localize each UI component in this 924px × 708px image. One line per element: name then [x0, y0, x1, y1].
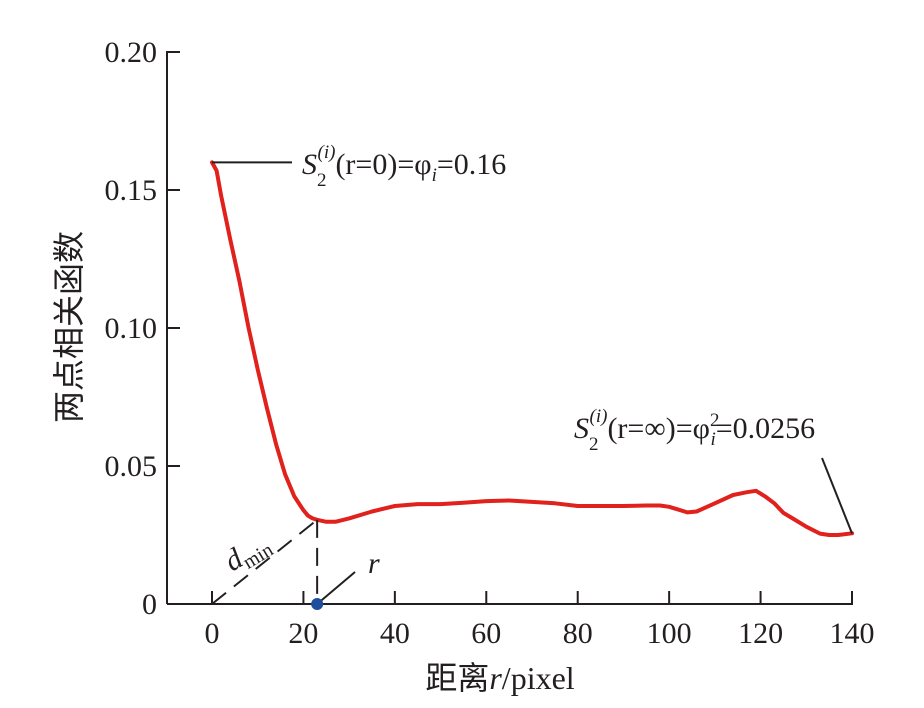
y-axis-title: 两点相关函数: [51, 231, 87, 423]
y-ticks: 0 0.05 0.10 0.15 0.20: [105, 36, 180, 621]
end-annotation-leader: [821, 457, 853, 534]
start-annotation: S2(i)(r=0)=φi=0.16: [302, 142, 506, 191]
r-marker-point: [311, 598, 324, 610]
dmin-dashed-line: [211, 519, 318, 605]
x-tick-label: 0: [205, 617, 220, 650]
x-tick-label: 20: [288, 617, 318, 650]
dmin-label: dmin: [219, 526, 278, 581]
x-tick-label: 140: [830, 617, 875, 650]
y-tick-label: 0.15: [105, 174, 158, 207]
r-marker-leader: [316, 571, 356, 605]
y-tick-label: 0.20: [105, 36, 158, 69]
x-tick-label: 40: [380, 617, 410, 650]
x-tick-label: 60: [471, 617, 501, 650]
y-tick-label: 0.10: [105, 312, 158, 345]
r-marker-label: r: [368, 547, 380, 580]
x-ticks: 0 20 40 60 80 100 120 140: [205, 591, 875, 650]
x-tick-label: 120: [738, 617, 783, 650]
series-line-correlation: [210, 160, 854, 537]
x-axis-title: 距离r/pixel: [425, 660, 574, 696]
y-tick-label: 0: [142, 588, 157, 621]
end-annotation: S2(i)(r=∞)=φ2 i=0.0256: [574, 406, 815, 455]
x-tick-label: 80: [563, 617, 593, 650]
x-tick-label: 100: [647, 617, 692, 650]
y-tick-label: 0.05: [105, 450, 158, 483]
